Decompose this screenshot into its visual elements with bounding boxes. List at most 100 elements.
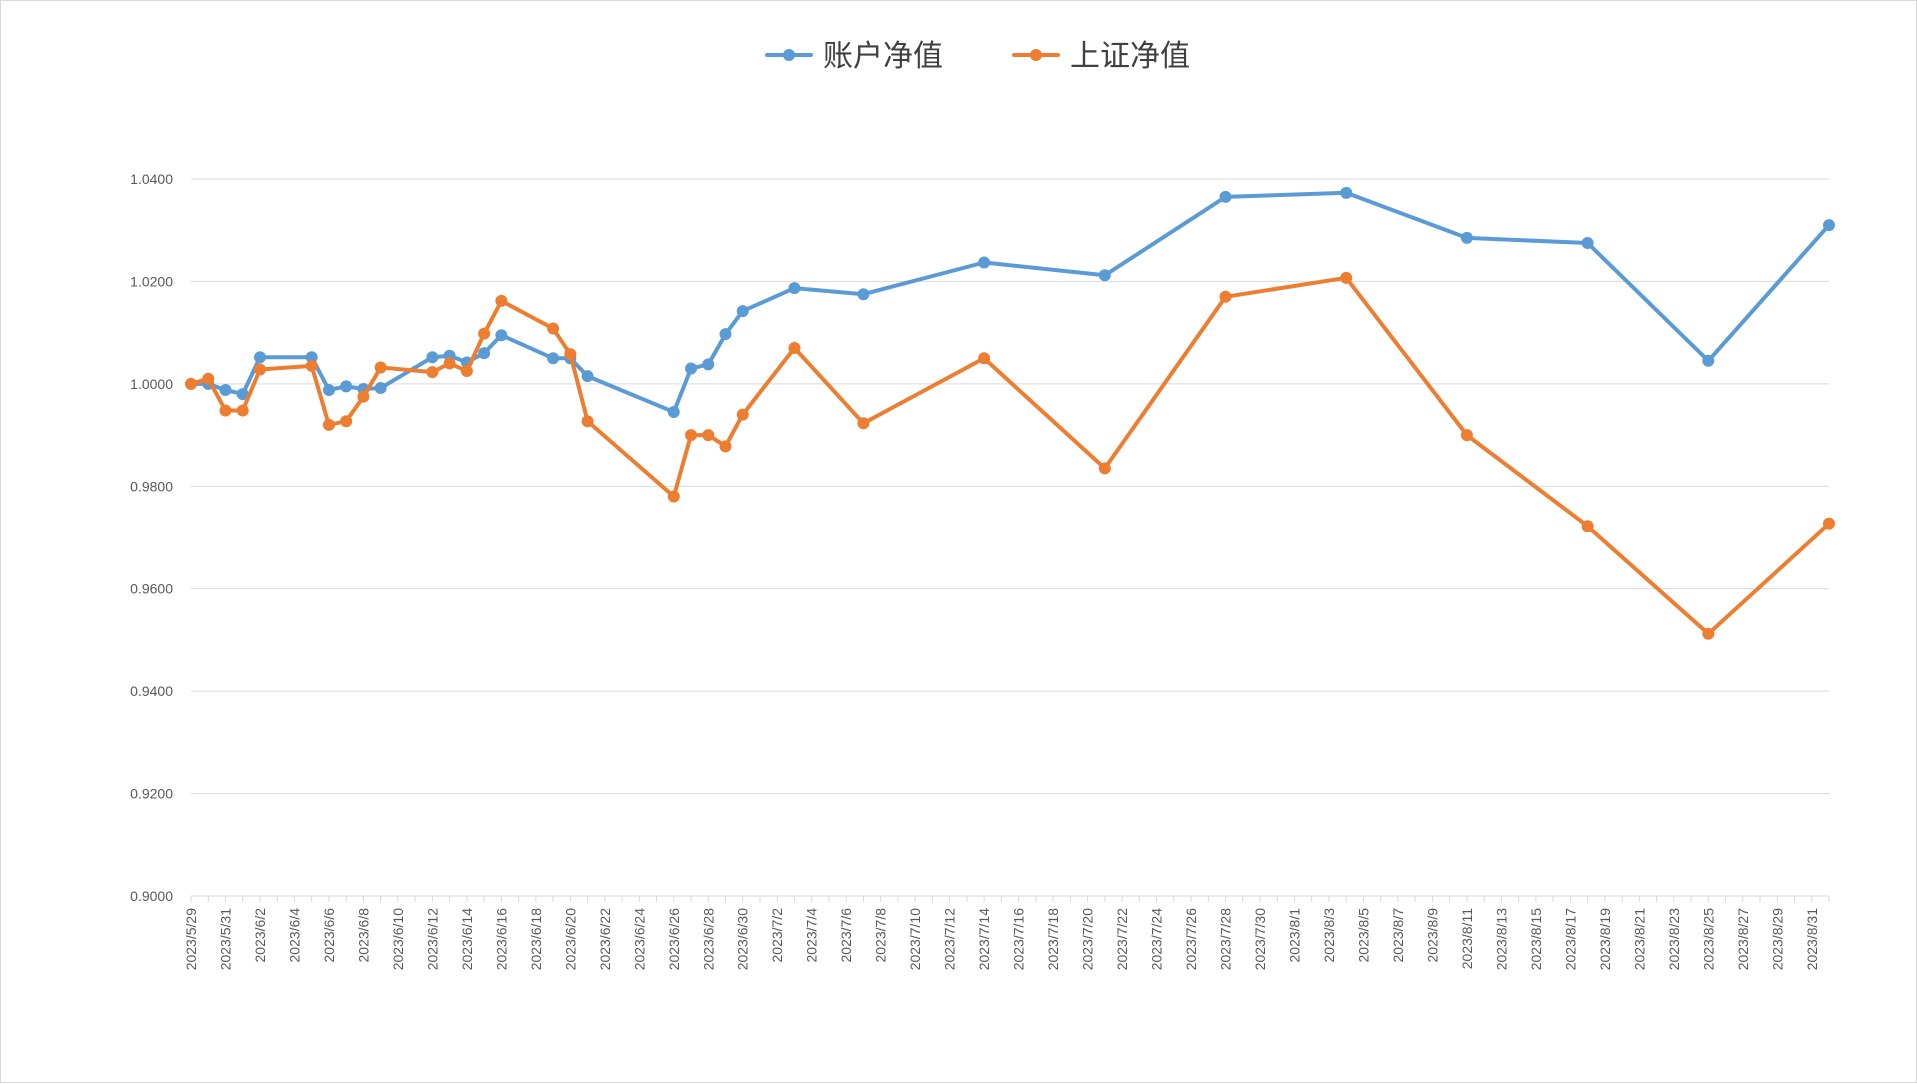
data-point-2 — [1098, 462, 1111, 475]
x-tick-label: 2023/5/29 — [183, 908, 199, 970]
data-point-2 — [1702, 627, 1715, 640]
data-point-2 — [702, 429, 715, 442]
x-tick-label: 2023/7/26 — [1183, 908, 1199, 970]
x-tick-label: 2023/8/19 — [1597, 908, 1613, 970]
x-tick-label: 2023/8/15 — [1528, 908, 1544, 970]
y-tick-label: 0.9600 — [130, 581, 173, 597]
data-point-1 — [685, 362, 698, 375]
x-tick-label: 2023/5/31 — [217, 908, 233, 970]
x-tick-label: 2023/8/21 — [1631, 908, 1647, 970]
data-point-1 — [1581, 237, 1594, 250]
y-tick-label: 1.0200 — [130, 273, 173, 289]
data-point-1 — [1098, 269, 1111, 282]
data-point-2 — [547, 322, 560, 335]
x-tick-label: 2023/8/31 — [1804, 908, 1820, 970]
data-point-2 — [1581, 520, 1594, 533]
data-point-2 — [1219, 290, 1232, 303]
data-point-1 — [219, 384, 232, 397]
x-tick-label: 2023/7/6 — [838, 908, 854, 963]
data-point-1 — [253, 351, 266, 364]
x-tick-label: 2023/6/22 — [597, 908, 613, 970]
y-tick-label: 1.0000 — [130, 376, 173, 392]
data-point-2 — [719, 440, 732, 453]
x-tick-label: 2023/8/5 — [1355, 908, 1371, 963]
x-tick-label: 2023/6/30 — [735, 908, 751, 970]
x-tick-label: 2023/7/20 — [1080, 908, 1096, 970]
data-point-1 — [667, 406, 680, 419]
data-point-2 — [667, 490, 680, 503]
data-point-1 — [788, 282, 801, 295]
x-tick-label: 2023/6/10 — [390, 908, 406, 970]
data-point-2 — [357, 390, 370, 403]
data-point-2 — [857, 417, 870, 430]
x-tick-label: 2023/8/29 — [1769, 908, 1785, 970]
data-point-2 — [202, 372, 215, 385]
data-point-1 — [1823, 219, 1835, 232]
x-tick-label: 2023/6/28 — [700, 908, 716, 970]
legend-label-1: 账户净值 — [823, 39, 943, 74]
data-point-2 — [788, 342, 801, 355]
x-tick-label: 2023/6/16 — [493, 908, 509, 970]
x-tick-label: 2023/7/22 — [1114, 908, 1130, 970]
data-point-1 — [581, 370, 594, 383]
x-tick-label: 2023/8/23 — [1666, 908, 1682, 970]
x-tick-label: 2023/8/9 — [1424, 908, 1440, 963]
data-point-2 — [1460, 429, 1473, 442]
x-tick-label: 2023/6/6 — [321, 908, 337, 963]
data-point-1 — [702, 358, 715, 371]
y-tick-label: 0.9400 — [130, 683, 173, 699]
data-point-2 — [253, 363, 266, 376]
x-tick-label: 2023/7/16 — [1011, 908, 1027, 970]
x-tick-label: 2023/8/25 — [1700, 908, 1716, 970]
data-point-2 — [374, 361, 387, 374]
x-tick-label: 2023/7/2 — [769, 908, 785, 963]
x-tick-label: 2023/8/3 — [1321, 908, 1337, 963]
legend-marker-1 — [783, 49, 795, 61]
legend-marker-2 — [1030, 49, 1042, 61]
data-point-1 — [374, 381, 387, 394]
x-tick-label: 2023/7/4 — [804, 908, 820, 963]
y-tick-label: 0.9800 — [130, 478, 173, 494]
data-point-1 — [1702, 354, 1715, 367]
data-point-1 — [736, 305, 749, 318]
x-tick-label: 2023/8/7 — [1390, 908, 1406, 963]
data-point-1 — [857, 288, 870, 301]
data-point-1 — [478, 347, 491, 360]
x-tick-label: 2023/6/12 — [424, 908, 440, 970]
x-tick-label: 2023/7/14 — [976, 908, 992, 970]
data-point-2 — [581, 415, 594, 428]
x-tick-label: 2023/7/10 — [907, 908, 923, 970]
data-point-1 — [1460, 231, 1473, 244]
data-point-2 — [564, 348, 577, 361]
x-tick-label: 2023/8/1 — [1286, 908, 1302, 963]
data-point-1 — [719, 328, 732, 341]
data-point-1 — [547, 352, 560, 365]
data-point-2 — [185, 377, 197, 390]
data-point-2 — [305, 359, 318, 372]
data-point-2 — [978, 352, 991, 365]
data-point-2 — [495, 294, 508, 307]
data-point-2 — [685, 429, 698, 442]
x-tick-label: 2023/6/14 — [459, 908, 475, 970]
x-tick-label: 2023/7/18 — [1045, 908, 1061, 970]
x-tick-label: 2023/8/17 — [1562, 908, 1578, 970]
x-tick-label: 2023/7/8 — [873, 908, 889, 963]
data-point-2 — [322, 418, 335, 431]
series-line-1 — [189, 190, 1831, 414]
data-point-2 — [460, 365, 473, 378]
data-point-2 — [426, 366, 439, 379]
data-point-2 — [478, 327, 491, 340]
x-tick-label: 2023/6/18 — [528, 908, 544, 970]
x-tick-label: 2023/6/20 — [562, 908, 578, 970]
y-tick-label: 0.9000 — [130, 888, 173, 904]
x-tick-label: 2023/7/12 — [942, 908, 958, 970]
data-point-2 — [340, 415, 353, 428]
x-tick-label: 2023/6/4 — [286, 908, 302, 963]
data-point-1 — [978, 256, 991, 269]
data-point-1 — [322, 384, 335, 397]
data-point-1 — [1340, 186, 1353, 199]
data-point-1 — [426, 351, 439, 364]
data-point-1 — [1219, 190, 1232, 203]
